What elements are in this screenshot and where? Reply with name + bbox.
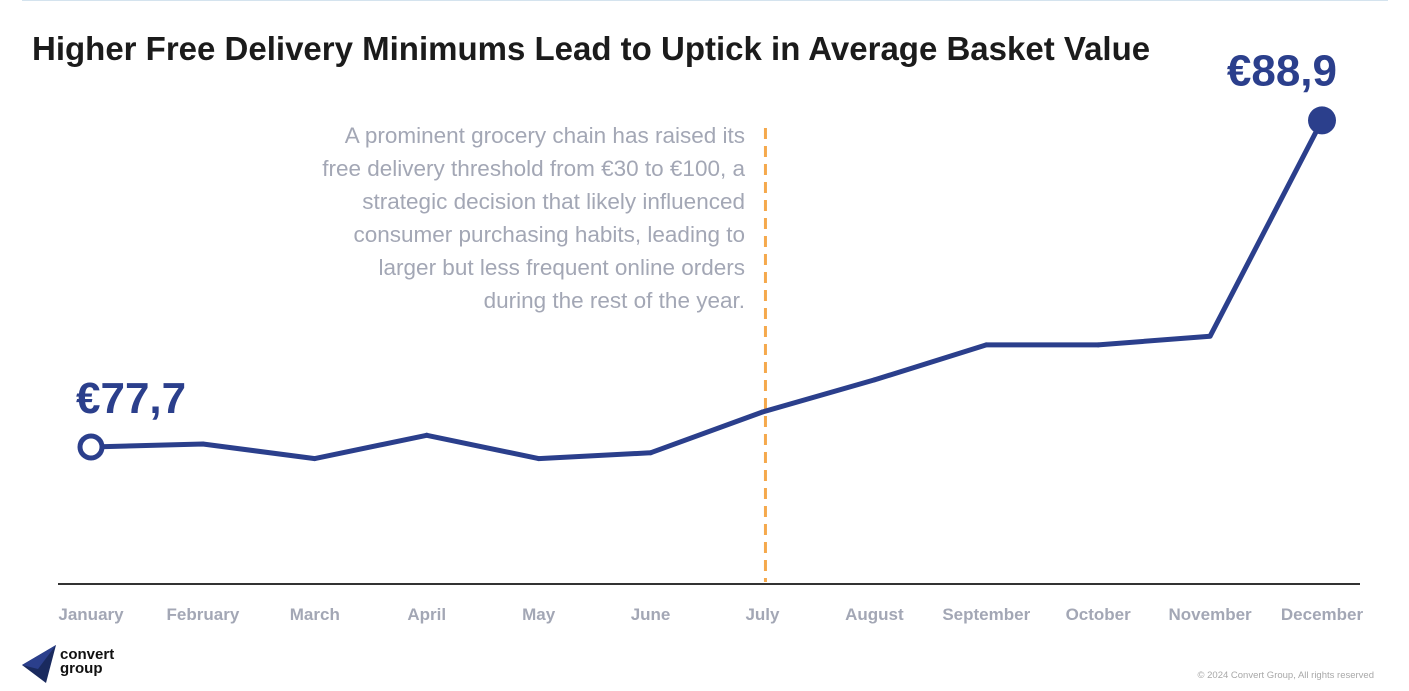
x-tick-label: July [745, 605, 780, 624]
paper-plane-icon [22, 645, 56, 683]
x-tick-label: February [167, 605, 240, 624]
data-point-end [1308, 106, 1336, 135]
page-title: Higher Free Delivery Minimums Lead to Up… [32, 30, 1151, 67]
x-tick-label: January [58, 605, 124, 624]
annotation-line: consumer purchasing habits, leading to [353, 222, 746, 247]
data-point [424, 432, 430, 438]
data-label: €77,7 [76, 374, 186, 423]
data-point [312, 456, 318, 462]
logo-text: convert group [60, 646, 115, 677]
x-tick-label: April [407, 605, 446, 624]
data-point-start [77, 433, 105, 461]
x-tick-label: October [1066, 605, 1132, 624]
logo-line1: convert [60, 646, 115, 663]
convert-group-logo: convert group [22, 645, 142, 685]
x-tick-label: December [1281, 605, 1364, 624]
annotation-line: A prominent grocery chain has raised its [344, 123, 745, 148]
annotation-line: free delivery threshold from €30 to €100… [322, 156, 745, 181]
x-tick-label: November [1169, 605, 1253, 624]
x-tick-label: March [290, 605, 340, 624]
data-point [871, 377, 877, 383]
data-label: €88,9 [1227, 46, 1337, 95]
data-point [536, 456, 542, 462]
data-point [648, 450, 654, 456]
series-line [88, 117, 1325, 462]
annotation-line: strategic decision that likely influence… [362, 189, 745, 214]
annotation-line: during the rest of the year. [483, 288, 745, 313]
data-point [983, 342, 989, 348]
top-rule [22, 0, 1388, 1]
x-tick-label: August [845, 605, 904, 624]
copyright-notice: © 2024 Convert Group, All rights reserve… [1197, 670, 1374, 681]
annotation-line: larger but less frequent online orders [378, 255, 745, 280]
data-point [200, 441, 206, 447]
logo-line2: group [60, 660, 103, 677]
data-point [759, 409, 765, 415]
x-tick-label: September [942, 605, 1030, 624]
data-point [1207, 333, 1213, 339]
data-point [1095, 342, 1101, 348]
annotation-text: A prominent grocery chain has raised its… [275, 119, 745, 317]
x-tick-label: May [522, 605, 556, 624]
x-tick-label: June [631, 605, 671, 624]
